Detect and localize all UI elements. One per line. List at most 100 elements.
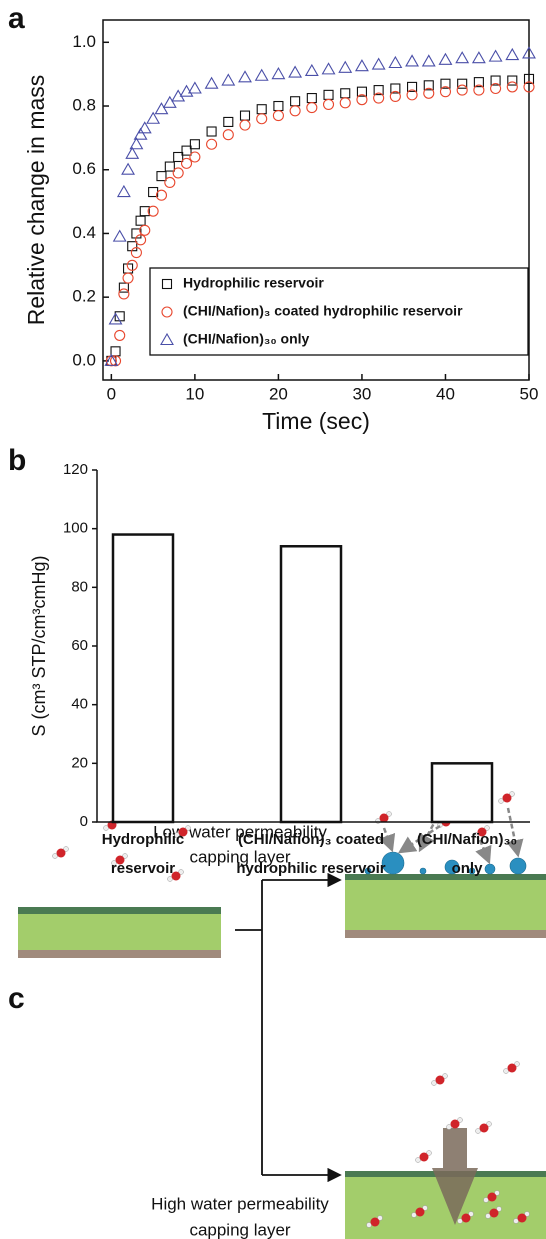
marker-triangle: [137, 121, 152, 134]
chart: a 0.0 0.2 0.4 0.6 0.8 1.0 0 10 20 30 40 50 Time (sec)…: [8, 2, 538, 434]
water-o: [419, 1152, 429, 1162]
marker-circle: [239, 119, 251, 131]
marker-square: [290, 96, 301, 107]
water-h: [486, 1121, 492, 1127]
water-h: [122, 853, 128, 859]
water-o: [379, 813, 389, 823]
marker-circle: [322, 98, 335, 110]
water-h: [446, 1124, 452, 1130]
marker-circle: [490, 82, 502, 95]
water-h: [422, 1205, 428, 1211]
marker-triangle: [116, 184, 131, 198]
y-tick-label: 0.8: [72, 96, 96, 115]
marker-circle: [506, 81, 518, 93]
panel-label: c: [8, 982, 25, 1015]
marker-square: [256, 104, 267, 115]
marker-circle: [172, 167, 184, 179]
base: [18, 950, 221, 958]
marker-triangle: [304, 63, 319, 77]
marker-triangle: [146, 111, 161, 124]
water-o: [171, 871, 181, 881]
water-h: [485, 1213, 491, 1219]
bar: [111, 533, 175, 824]
marker-triangle: [108, 312, 123, 325]
chart: b 0 20 40 60 80 100 120 S (cm³ STP/cm³cmHg) Hydro…: [8, 444, 530, 877]
marker-circle: [373, 92, 385, 104]
marker-triangle: [238, 70, 252, 83]
low-label: capping layer: [189, 847, 290, 866]
marker-circle: [406, 89, 418, 101]
y-axis-label: Relative change in mass: [23, 75, 49, 326]
marker-square: [118, 282, 129, 293]
marker-triangle: [438, 52, 453, 65]
capping-layer: [18, 907, 221, 914]
water-o: [435, 1075, 445, 1085]
y-tick-label: 0.2: [72, 287, 96, 306]
y-tick-label: 0.4: [72, 223, 96, 242]
panel-label: a: [8, 2, 25, 35]
x-tick-label: 40: [436, 384, 455, 403]
water-h: [457, 1218, 463, 1224]
water-h: [524, 1211, 530, 1217]
panel-label: b: [8, 444, 26, 477]
marker-circle: [130, 247, 142, 259]
x-tick-label: 50: [520, 384, 539, 403]
y-tick-label: 100: [63, 520, 88, 537]
water-o: [489, 1208, 499, 1218]
marker-circle: [155, 189, 168, 201]
marker-square: [440, 78, 451, 89]
marker-triangle: [204, 76, 219, 89]
marker-circle: [147, 205, 159, 217]
marker-circle: [139, 224, 151, 236]
plot-frame: [102, 19, 530, 381]
marker-circle: [222, 129, 234, 141]
water-o: [461, 1213, 471, 1223]
marker-circle: [423, 87, 435, 99]
marker-triangle: [221, 73, 236, 86]
y-tick-label: 0.0: [72, 350, 96, 369]
water-o: [56, 848, 66, 858]
y-tick-label: 60: [71, 637, 88, 654]
marker-square: [156, 171, 167, 182]
branch: [235, 880, 263, 1175]
water-h: [415, 1157, 421, 1163]
water-h: [185, 825, 191, 831]
marker-circle: [164, 176, 176, 189]
marker-square: [273, 100, 284, 112]
marker-triangle: [421, 54, 436, 67]
marker-triangle: [154, 102, 169, 115]
marker-square: [407, 81, 418, 92]
legend-label: Hydrophilic reservoir: [183, 275, 324, 291]
marker-square: [161, 278, 173, 290]
marker-triangle: [271, 67, 286, 80]
water-h: [457, 1117, 463, 1123]
marker-square: [323, 89, 334, 100]
marker-triangle: [121, 162, 136, 175]
marker-triangle: [405, 54, 420, 67]
marker-circle: [114, 329, 126, 341]
water-o: [517, 1213, 527, 1223]
x-tick-label: 20: [269, 384, 288, 403]
marker-square: [457, 78, 468, 89]
marker-square: [373, 85, 384, 96]
water-h: [498, 798, 504, 804]
water-o: [507, 1063, 517, 1073]
y-tick-label: 1.0: [72, 32, 96, 51]
marker-triangle: [388, 55, 403, 69]
droplet: [444, 859, 460, 875]
x-tick-label: 10: [185, 384, 204, 403]
marker-square: [110, 346, 121, 357]
marker-square: [173, 151, 184, 163]
water-h: [167, 876, 173, 882]
marker-triangle: [187, 81, 202, 94]
marker-square: [181, 145, 192, 156]
x-tick-label: Hydrophilic: [102, 831, 185, 848]
water-h: [366, 1222, 372, 1228]
y-tick-label: 0: [80, 813, 88, 830]
marker-circle: [135, 234, 147, 246]
y-tick-label: 20: [71, 754, 88, 771]
water-h: [513, 1218, 519, 1224]
water-h: [52, 853, 58, 859]
droplet: [419, 867, 427, 875]
water-h: [496, 1206, 502, 1212]
